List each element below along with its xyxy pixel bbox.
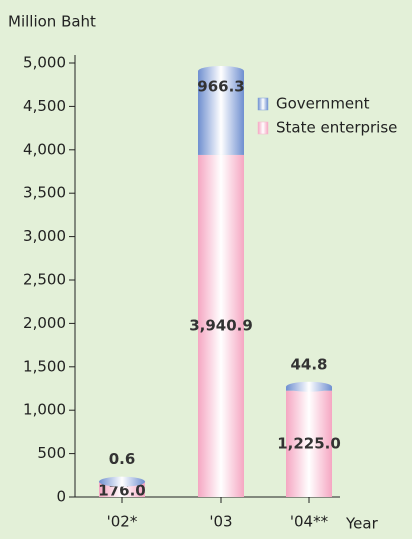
value-label: 1,225.0 — [277, 434, 341, 452]
y-axis-label: Million Baht — [8, 13, 96, 31]
y-tick-label: 2,500 — [23, 271, 66, 289]
value-label: 966.3 — [197, 78, 244, 96]
y-tick-label: 0 — [56, 488, 66, 506]
legend-swatch — [257, 121, 269, 135]
bar-cap — [286, 381, 332, 392]
y-tick-label: 2,000 — [23, 314, 66, 332]
y-tick-label: 5,000 — [23, 54, 66, 72]
value-label: 44.8 — [290, 355, 327, 373]
bar-cap — [99, 476, 145, 487]
y-tick-label: 1,500 — [23, 357, 66, 375]
y-tick-label: 500 — [37, 444, 66, 462]
x-tick-label: '04** — [290, 513, 329, 531]
y-tick-label: 1,000 — [23, 401, 66, 419]
y-tick-label: 3,500 — [23, 184, 66, 202]
legend-label: State enterprise — [276, 119, 397, 137]
legend-label: Government — [276, 95, 370, 113]
value-label: 176.0 — [98, 482, 145, 500]
value-label: 3,940.9 — [189, 316, 253, 334]
x-axis-label: Year — [345, 515, 379, 533]
x-tick-label: '02* — [107, 513, 138, 531]
x-tick-label: '03 — [209, 513, 232, 531]
y-tick-label: 4,000 — [23, 140, 66, 158]
bar-cap — [198, 66, 244, 77]
bar-segment — [198, 154, 244, 498]
bar-segment — [198, 71, 244, 155]
y-tick-label: 4,500 — [23, 97, 66, 115]
legend-swatch — [257, 97, 269, 111]
bar-segment — [286, 390, 332, 497]
y-tick-label: 3,000 — [23, 227, 66, 245]
value-label: 0.6 — [109, 450, 136, 468]
